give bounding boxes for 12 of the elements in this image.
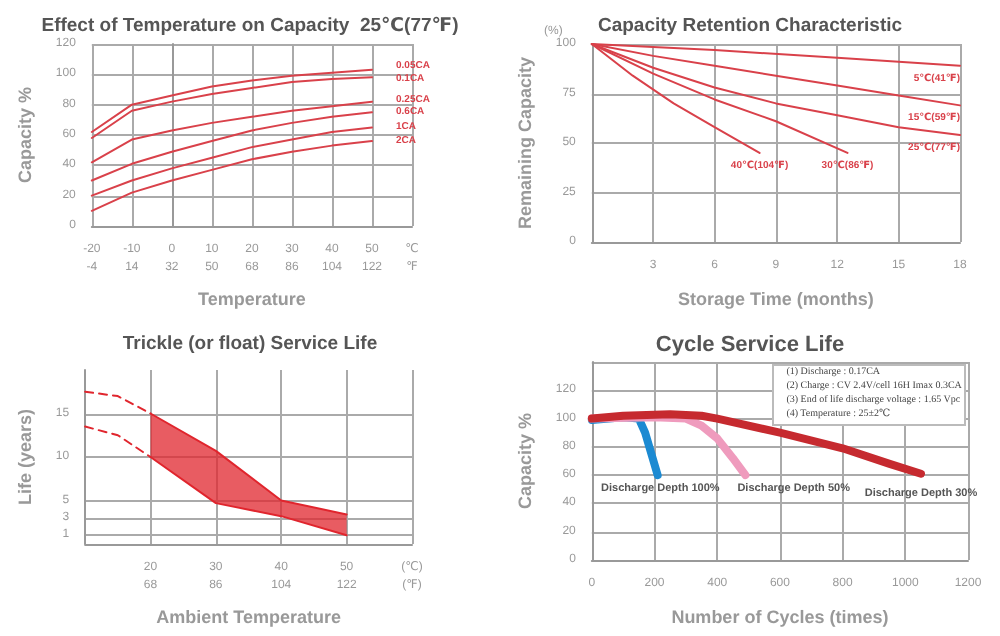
chart-title: Capacity Retention Characteristic [597,15,903,37]
chart-title: Cycle Service Life [655,333,845,357]
chart-title: Effect of Temperature on Capacity 25℃(77℉) [41,15,459,37]
y-axis-title: Capacity % [515,412,535,510]
y-axis-title: Capacity % [15,86,35,184]
x-axis-title: Temperature [198,289,306,309]
chart-title: Trickle (or float) Service Life [122,333,378,355]
x-axis-title: Storage Time (months) [678,289,874,309]
y-axis-title: Remaining Capacity [515,56,535,230]
x-axis-title: Number of Cycles (times) [671,607,889,627]
y-axis-title: Life (years) [15,408,35,506]
x-axis-title: Ambient Temperature [156,607,341,627]
